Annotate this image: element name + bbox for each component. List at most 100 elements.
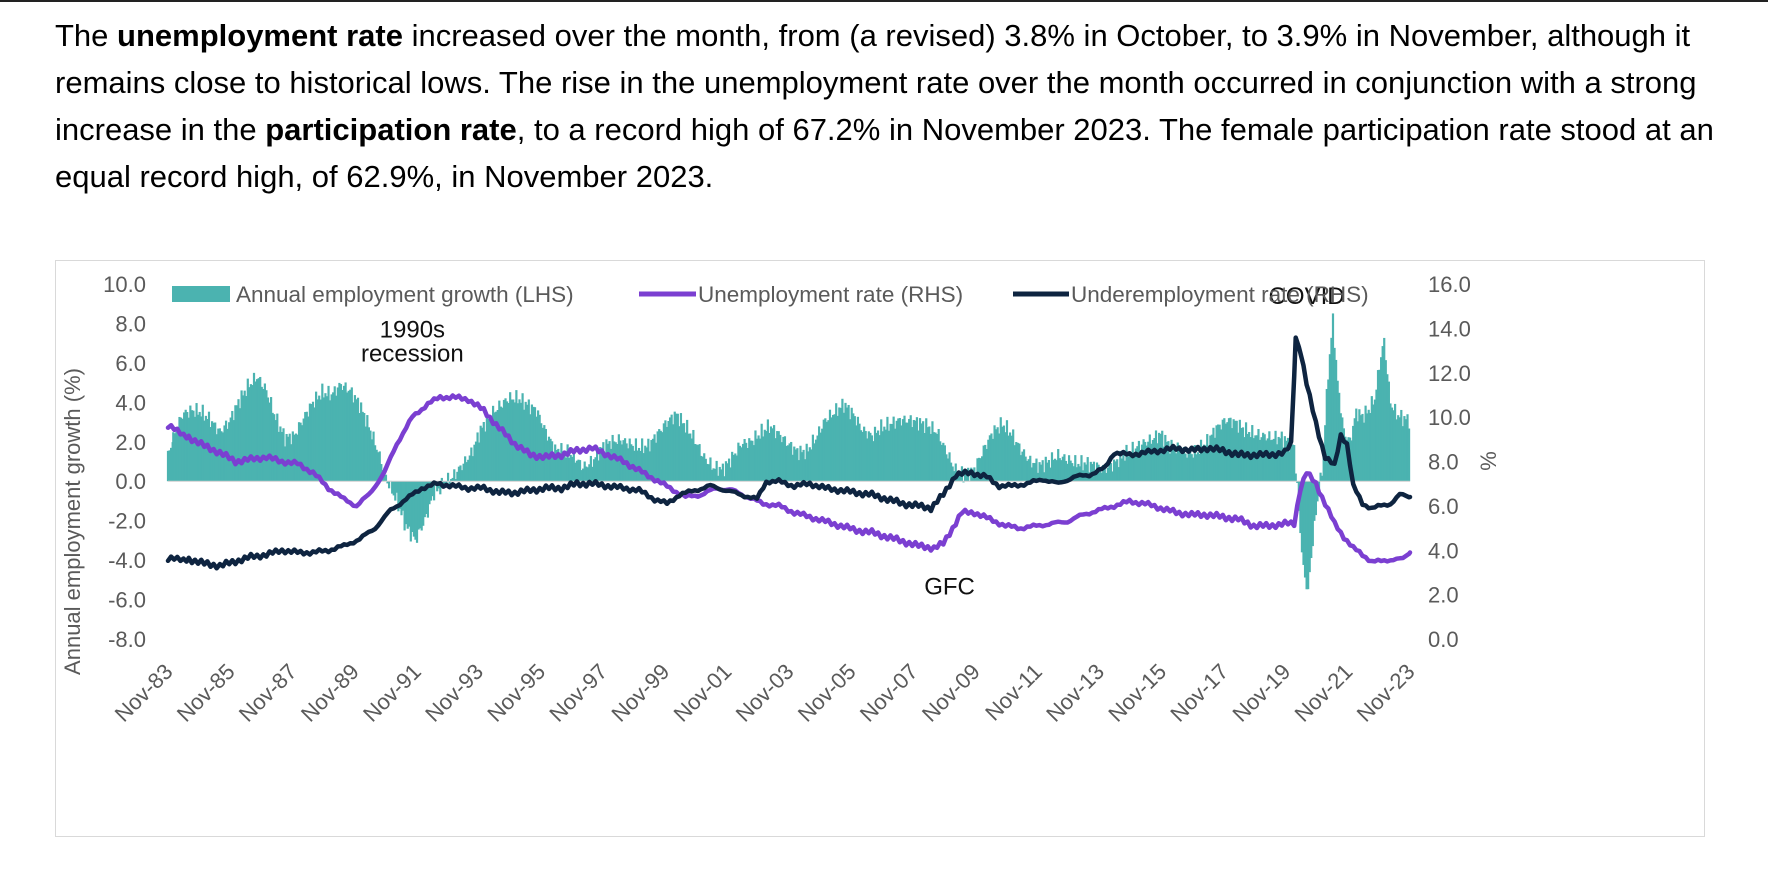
growth-bar: [726, 463, 729, 482]
growth-bar: [875, 432, 878, 482]
growth-bar: [276, 413, 279, 482]
growth-bar: [575, 460, 579, 482]
growth-bar: [1299, 481, 1302, 534]
growth-bar: [532, 406, 535, 482]
growth-bar: [937, 428, 940, 482]
x-tick-label: Nov-13: [1041, 659, 1109, 727]
growth-bar: [745, 442, 748, 482]
growth-bar: [464, 456, 467, 482]
growth-bar: [198, 411, 201, 482]
growth-bar: [1085, 464, 1088, 482]
growth-bar: [796, 448, 799, 482]
growth-bar: [296, 434, 299, 482]
growth-bar: [1384, 360, 1387, 482]
growth-bar: [1046, 462, 1049, 482]
growth-bar: [1128, 451, 1131, 482]
growth-bar: [1291, 444, 1294, 482]
growth-bar: [667, 421, 670, 482]
growth-bar: [844, 402, 847, 482]
growth-bar: [420, 481, 423, 531]
growth-bar: [1178, 450, 1181, 482]
growth-bar: [1381, 346, 1384, 482]
y-right-tick-label: 4.0: [1428, 538, 1459, 563]
x-tick-label: Nov-05: [793, 659, 861, 727]
growth-bar: [338, 382, 341, 482]
growth-bar: [687, 433, 690, 482]
growth-bar: [881, 431, 884, 482]
growth-bar: [277, 431, 280, 482]
growth-bar: [1217, 424, 1220, 482]
growth-bar: [209, 427, 212, 482]
growth-bar: [858, 423, 861, 482]
growth-bar: [1103, 466, 1106, 482]
growth-bar: [353, 395, 357, 482]
growth-bar: [923, 432, 926, 482]
growth-bar: [715, 460, 718, 482]
growth-bar: [1109, 463, 1113, 482]
growth-bar: [982, 445, 985, 482]
growth-bar: [703, 453, 706, 482]
growth-bar: [526, 404, 529, 482]
growth-bar: [765, 431, 768, 482]
growth-bar: [1069, 460, 1072, 482]
growth-bar: [501, 407, 504, 482]
growth-bar: [1176, 442, 1179, 482]
growth-bar: [814, 439, 818, 482]
growth-bar: [877, 430, 880, 482]
growth-bar: [341, 389, 344, 482]
x-tick-label: Nov-19: [1228, 659, 1296, 727]
growth-bar: [308, 403, 311, 482]
growth-bar: [251, 385, 254, 482]
growth-bar: [998, 433, 1001, 482]
growth-bar: [869, 432, 872, 482]
growth-bar: [1049, 467, 1052, 482]
growth-bar: [805, 443, 808, 482]
growth-bar: [1276, 444, 1279, 482]
growth-bar: [398, 481, 402, 509]
growth-bar: [580, 470, 583, 482]
growth-bar: [1209, 435, 1212, 482]
growth-bar: [754, 430, 757, 482]
growth-bar: [499, 406, 502, 482]
growth-bar: [453, 469, 456, 482]
growth-bar: [1106, 467, 1109, 482]
growth-bar: [541, 427, 544, 482]
growth-bar: [347, 390, 350, 482]
growth-bar: [481, 427, 484, 482]
growth-bar: [1307, 481, 1310, 590]
growth-bar: [1269, 440, 1272, 482]
growth-bar: [1378, 369, 1381, 482]
growth-bar: [1328, 354, 1331, 482]
growth-bar: [1144, 441, 1147, 482]
growth-bar: [1131, 441, 1134, 482]
growth-bar: [707, 464, 710, 482]
growth-bar: [729, 467, 732, 482]
growth-bar: [1150, 443, 1153, 482]
growth-bar: [384, 474, 388, 482]
x-tick-label: Nov-83: [110, 659, 178, 727]
growth-bar: [672, 424, 675, 482]
growth-bar: [417, 481, 420, 530]
growth-bar: [523, 409, 526, 482]
growth-bar: [269, 397, 273, 482]
growth-bar: [568, 457, 571, 482]
growth-bar: [1171, 447, 1175, 482]
growth-bar: [1024, 456, 1027, 482]
growth-bar: [1044, 456, 1047, 482]
growth-bar: [1367, 409, 1370, 482]
growth-bar: [1311, 481, 1314, 547]
growth-bar: [603, 454, 606, 482]
growth-bar: [301, 425, 304, 482]
growth-bar: [178, 416, 181, 482]
growth-bar: [550, 441, 554, 482]
growth-bar: [325, 396, 329, 482]
growth-bar: [872, 441, 875, 482]
growth-bar: [535, 416, 538, 482]
growth-bar: [755, 438, 759, 482]
growth-bar: [1181, 451, 1184, 482]
growth-bar: [403, 481, 406, 531]
growth-bar: [800, 452, 804, 482]
growth-bar: [771, 428, 774, 482]
growth-bar: [585, 466, 588, 482]
growth-bar: [586, 467, 589, 482]
